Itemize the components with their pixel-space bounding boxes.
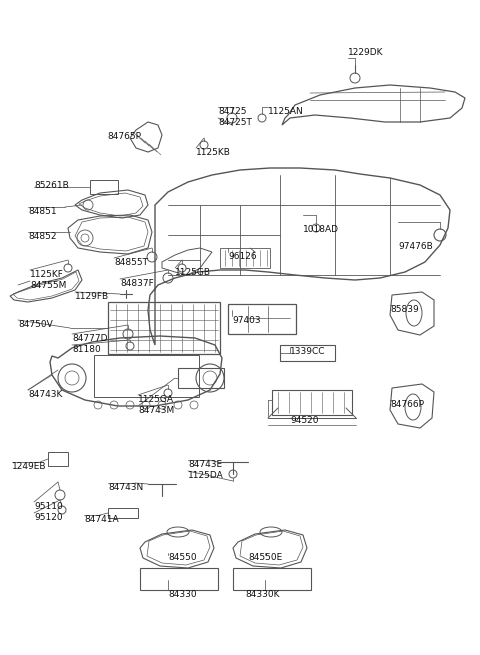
Text: 84550: 84550 (168, 553, 197, 562)
Text: 84725: 84725 (218, 107, 247, 116)
Bar (90, 180, 118, 194)
Bar (280, 345, 335, 361)
Bar (233, 568, 311, 590)
Text: 85261B: 85261B (34, 181, 69, 190)
Bar (140, 568, 218, 590)
Text: 1249EB: 1249EB (12, 462, 47, 471)
Bar (220, 248, 270, 268)
Text: 84743N: 84743N (108, 483, 143, 492)
Text: 1229DK: 1229DK (348, 48, 384, 57)
Text: 84750V: 84750V (18, 320, 53, 329)
Bar (48, 452, 68, 466)
Text: 84777D: 84777D (72, 334, 108, 343)
Text: 95120: 95120 (34, 513, 62, 522)
Text: 1125KB: 1125KB (196, 148, 231, 157)
Text: 84765P: 84765P (107, 132, 141, 141)
Bar (228, 304, 296, 334)
Text: 96126: 96126 (228, 252, 257, 261)
Text: 84837F: 84837F (120, 279, 154, 288)
Text: 84855T: 84855T (114, 258, 148, 267)
Text: 84550E: 84550E (248, 553, 282, 562)
Text: 1339CC: 1339CC (290, 347, 325, 356)
Bar (108, 302, 220, 354)
Text: 1125KF: 1125KF (30, 270, 64, 279)
Text: 84755M: 84755M (30, 281, 66, 290)
Text: 97476B: 97476B (398, 242, 433, 251)
Text: 85839: 85839 (390, 305, 419, 314)
Text: 84851: 84851 (28, 207, 57, 216)
Text: 84852: 84852 (28, 232, 57, 241)
Text: 1129FB: 1129FB (75, 292, 109, 301)
Text: 84725T: 84725T (218, 118, 252, 127)
Text: 84743M: 84743M (138, 406, 174, 415)
Text: 95110: 95110 (34, 502, 63, 511)
Bar (272, 390, 352, 415)
Text: 84741A: 84741A (84, 515, 119, 524)
Text: 84743K: 84743K (28, 390, 62, 399)
Text: 1018AD: 1018AD (303, 225, 339, 234)
Text: 84330: 84330 (168, 590, 197, 599)
Text: 1125AN: 1125AN (268, 107, 304, 116)
Bar (94, 355, 199, 397)
Text: 97403: 97403 (232, 316, 261, 325)
Text: 94520: 94520 (290, 416, 319, 425)
Text: 84766P: 84766P (390, 400, 424, 409)
Text: 84330K: 84330K (245, 590, 279, 599)
Text: 84743E: 84743E (188, 460, 222, 469)
Text: 1125GA: 1125GA (138, 395, 174, 404)
Bar (108, 508, 138, 518)
Bar (178, 368, 224, 388)
Text: 81180: 81180 (72, 345, 101, 354)
Text: 1125DA: 1125DA (188, 471, 224, 480)
Text: 1125GB: 1125GB (175, 268, 211, 277)
